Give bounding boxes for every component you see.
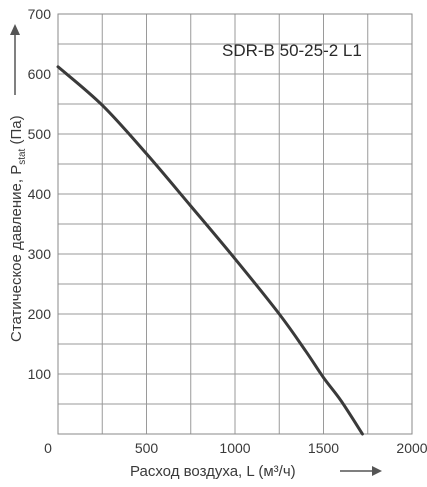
- x-tick-label: 1000: [219, 440, 250, 456]
- x-tick-label: 0: [44, 440, 52, 456]
- x-tick-label: 2000: [396, 440, 427, 456]
- grid-lines: [58, 14, 412, 434]
- y-tick-label: 600: [28, 66, 52, 82]
- y-axis-title: Статическое давление, Pstat (Па): [8, 115, 28, 342]
- x-axis-title: Расход воздуха, L (м³/ч): [130, 463, 296, 480]
- y-tick-label: 400: [28, 186, 52, 202]
- y-tick-label: 200: [28, 306, 52, 322]
- y-tick-label: 300: [28, 246, 52, 262]
- y-tick-label: 100: [28, 366, 52, 382]
- chart-title: SDR-B 50-25-2 L1: [222, 41, 362, 60]
- x-tick-label: 500: [135, 440, 159, 456]
- x-axis-arrow-icon: [340, 466, 382, 476]
- series-line: [56, 65, 364, 436]
- y-axis-arrow-icon: [10, 24, 20, 95]
- y-axis-title-main: Статическое давление, P: [8, 165, 25, 342]
- y-axis-title-subscript: stat: [17, 148, 28, 164]
- y-axis-title-unit: (Па): [8, 115, 25, 148]
- plot-frame: [57, 13, 413, 435]
- series-group: [56, 65, 364, 436]
- tick-labels: 0 500 1000 1500 2000 100 200 300 400 500 600 700: [28, 6, 427, 456]
- x-tick-label: 1500: [308, 440, 339, 456]
- y-tick-label: 700: [28, 6, 52, 22]
- y-tick-label: 500: [28, 126, 52, 142]
